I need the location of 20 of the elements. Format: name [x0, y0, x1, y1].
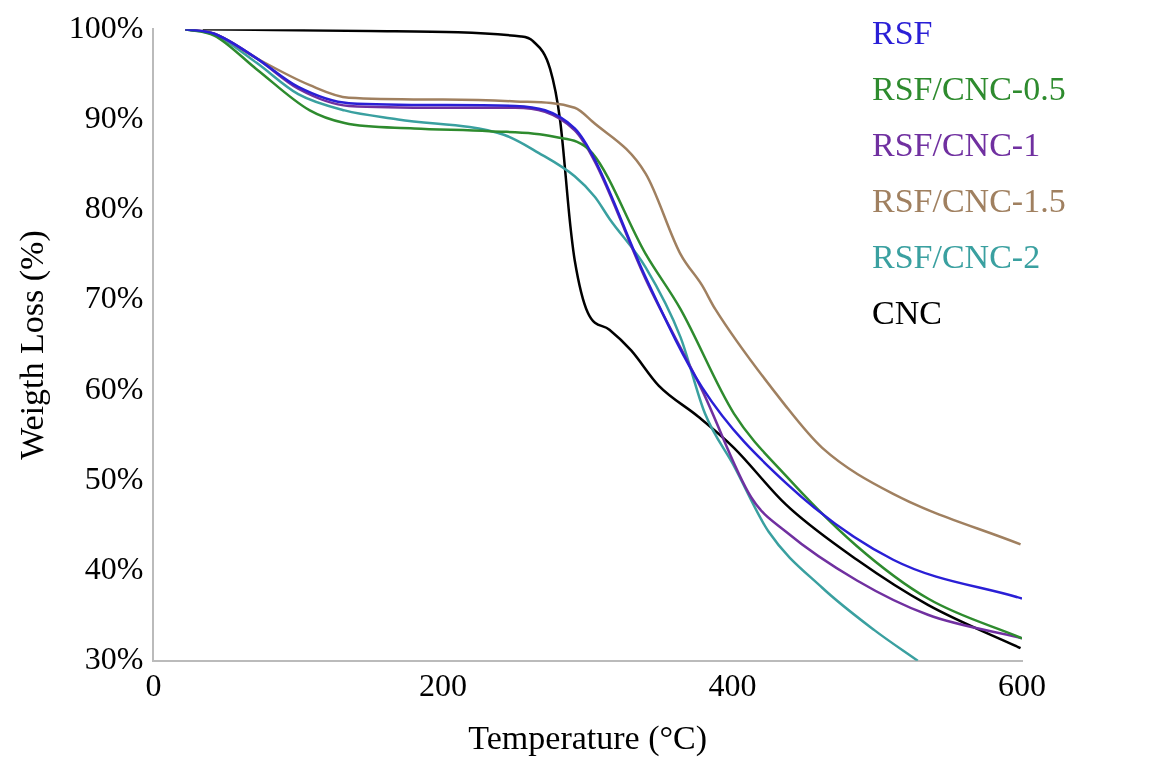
y-tick-label: 80% [84, 189, 144, 226]
text: RSF/CNC-1.5 [872, 182, 1066, 220]
y-tick-label: 40% [84, 549, 144, 586]
text: RSF/CNC-1 [872, 126, 1041, 164]
y-tick-label: 100% [68, 8, 144, 45]
text: RSF/CNC-0.5 [872, 70, 1066, 108]
y-tick-label: 70% [84, 279, 144, 316]
text: RSF [872, 14, 933, 52]
text: CNC [872, 294, 942, 332]
y-tick-label: 30% [84, 640, 144, 677]
y-axis-title: Weigth Loss (%) [13, 230, 52, 460]
y-tick-label: 90% [84, 98, 144, 135]
x-tick-label: 400 [708, 667, 757, 704]
y-tick-label: 50% [84, 459, 144, 496]
y-tick-label: 60% [84, 369, 144, 406]
text: RSF/CNC-2 [872, 238, 1041, 276]
x-tick-label: 0 [145, 667, 162, 704]
x-axis-title: Temperature (°C) [468, 718, 708, 757]
x-tick-label: 600 [998, 667, 1046, 704]
x-tick-label: 200 [418, 667, 467, 704]
